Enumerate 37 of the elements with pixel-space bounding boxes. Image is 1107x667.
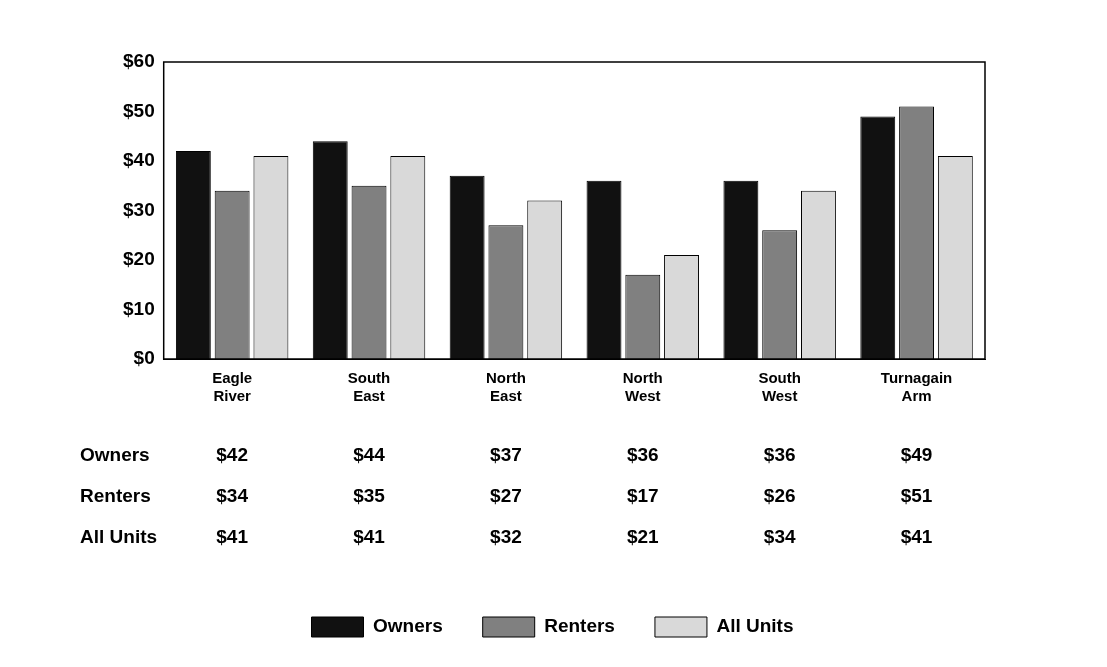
x-tick-label: North West: [622, 369, 663, 405]
legend-label: Owners: [373, 615, 443, 637]
data-label: $44: [353, 444, 386, 466]
data-label: $34: [763, 526, 796, 548]
x-tick-label: South West: [758, 369, 801, 405]
legend-label: Renters: [544, 615, 615, 637]
data-label: $37: [490, 444, 522, 466]
data-label: $41: [216, 526, 249, 548]
y-tick-label: $40: [123, 149, 155, 171]
y-tick-label: $50: [123, 99, 155, 121]
data-label: $35: [353, 485, 386, 507]
y-tick-label: $10: [123, 297, 155, 319]
x-tick-label: Eagle River: [212, 369, 253, 405]
data-label: $41: [900, 526, 933, 548]
data-label: $27: [490, 485, 522, 507]
data-label: $41: [353, 526, 386, 548]
y-tick-label: $0: [133, 347, 155, 369]
data-label: $42: [216, 444, 248, 466]
x-tick-label: South East: [347, 369, 391, 405]
data-label: $17: [626, 485, 659, 507]
data-label: $21: [626, 526, 660, 548]
legend-label: All Units: [716, 615, 794, 637]
data-label: $32: [490, 526, 522, 548]
y-tick-label: $60: [123, 50, 155, 72]
x-tick-label: North East: [485, 369, 526, 405]
data-label: $51: [900, 485, 933, 507]
y-tick-label: $20: [123, 248, 155, 270]
text: Owners: [80, 444, 150, 466]
x-tick-label: Turnagain Arm: [880, 369, 953, 405]
data-label: $36: [626, 444, 659, 466]
text: Renters: [80, 485, 151, 507]
data-label: $26: [763, 485, 796, 507]
text: All Units: [80, 526, 158, 548]
data-label: $36: [763, 444, 796, 466]
data-label: $49: [900, 444, 933, 466]
y-tick-label: $30: [123, 198, 155, 220]
data-label: $34: [216, 485, 249, 507]
